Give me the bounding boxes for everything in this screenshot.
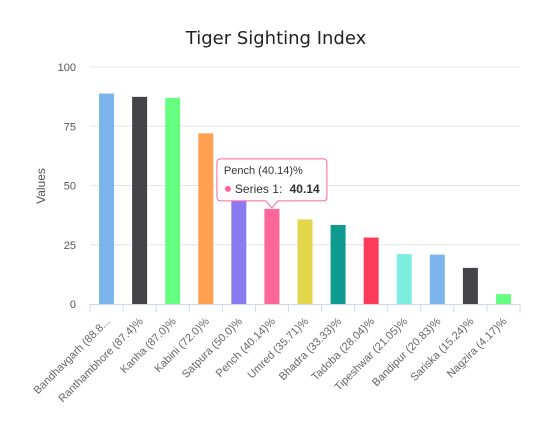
bar[interactable]	[429, 254, 445, 304]
y-tick-label: 0	[70, 299, 76, 311]
bar[interactable]	[495, 294, 511, 304]
bar[interactable]	[132, 96, 148, 304]
x-tick-label: Umred (35.71)%	[246, 315, 312, 381]
bar[interactable]	[330, 225, 346, 304]
bar[interactable]	[165, 97, 181, 304]
x-tick-label: Pench (40.14)%	[214, 315, 278, 379]
tooltip-series-label: Series 1:	[235, 182, 282, 196]
bar[interactable]	[396, 254, 412, 304]
tooltip-title: Pench (40.14)%	[224, 165, 303, 177]
bar[interactable]	[198, 133, 214, 304]
y-tick-label: 100	[58, 62, 76, 74]
tooltip-box	[216, 158, 328, 209]
x-tick-label: Satpura (50.0)%	[180, 315, 245, 380]
x-axis	[89, 304, 521, 312]
y-tick-label: 50	[64, 181, 76, 193]
bar[interactable]	[363, 237, 379, 304]
bar[interactable]	[462, 267, 478, 304]
bar[interactable]	[297, 219, 313, 304]
y-tick-label: 75	[64, 121, 76, 133]
grid-lines	[90, 66, 520, 246]
bars	[99, 93, 511, 305]
bar[interactable]	[99, 93, 115, 304]
chart-title: Tiger Sighting Index	[185, 28, 367, 49]
tooltip-line: Series 1: 40.14	[235, 182, 320, 196]
bar[interactable]	[231, 185, 247, 305]
y-axis-label: Values	[34, 168, 48, 204]
x-axis-ticks: Bandhavgarh (88.8...Ranthambhore (87.4)%…	[32, 315, 510, 404]
y-tick-label: 25	[64, 240, 76, 252]
x-tick-label: Nagzira (4.17)%	[445, 315, 510, 380]
bar[interactable]	[264, 208, 280, 304]
tooltip-value: 40.14	[290, 182, 320, 196]
tooltip-series-marker	[224, 185, 231, 192]
y-axis-ticks: 0 25 50 75 100	[58, 62, 76, 311]
tooltip: Pench (40.14)% Series 1: 40.14	[216, 158, 328, 209]
